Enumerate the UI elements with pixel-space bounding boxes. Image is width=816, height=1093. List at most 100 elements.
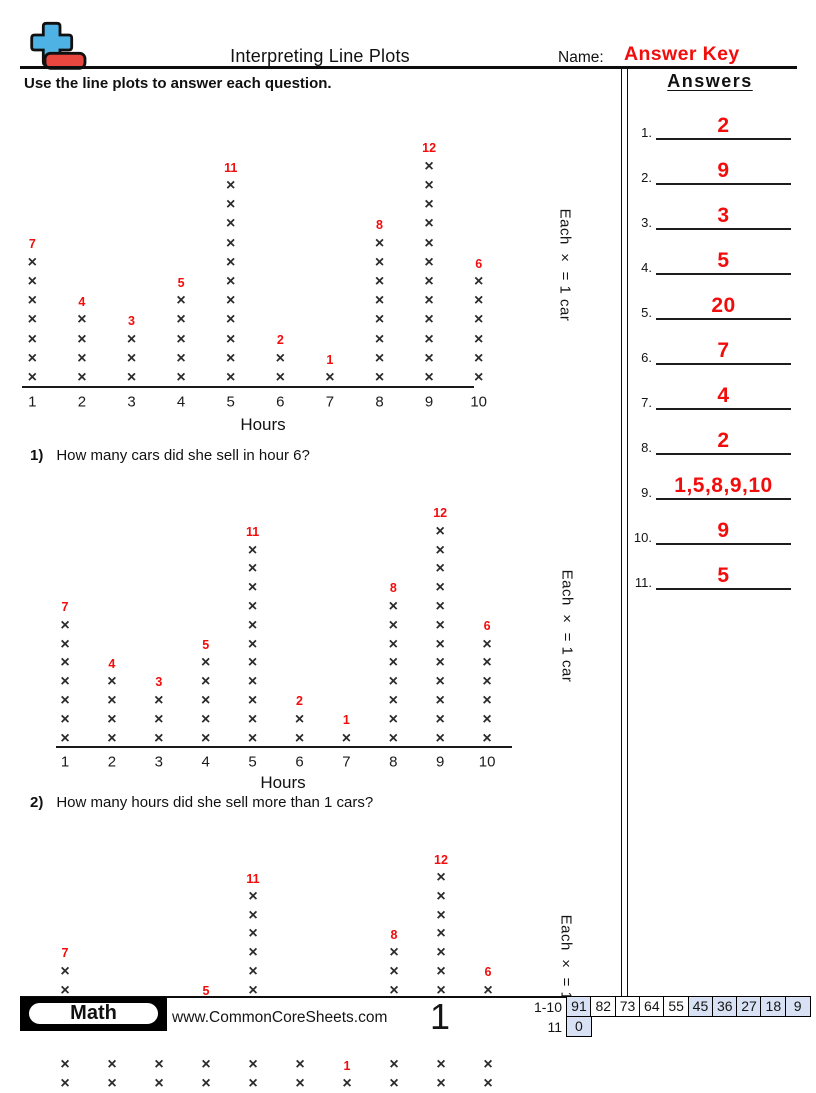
answer-value: 2 — [717, 114, 730, 138]
x-mark: × — [388, 597, 398, 615]
x-mark: × — [248, 981, 258, 999]
x-mark: × — [436, 869, 446, 887]
x-mark: × — [374, 253, 385, 271]
x-mark: × — [294, 710, 305, 728]
x-tick-label: 9 — [436, 753, 445, 771]
x-tick-label: 10 — [478, 753, 496, 771]
x-mark: × — [248, 1056, 258, 1074]
count-label: 12 — [433, 506, 448, 521]
x-mark: × — [435, 654, 445, 672]
x-mark: × — [226, 273, 236, 290]
x-mark: × — [388, 673, 398, 691]
count-label: 12 — [422, 141, 437, 156]
x-tick-label: 8 — [375, 393, 384, 411]
x-mark: × — [247, 654, 258, 672]
count-label: 2 — [296, 694, 303, 709]
x-mark: × — [60, 1075, 70, 1092]
count-label: 8 — [390, 927, 398, 942]
header-divider — [20, 66, 797, 69]
answer-number: 2. — [641, 170, 652, 186]
x-mark: × — [226, 349, 236, 367]
x-mark: × — [388, 654, 398, 672]
x-mark: × — [474, 292, 484, 310]
answer-underline — [656, 498, 791, 500]
answer-value: 2 — [717, 429, 730, 453]
x-mark: × — [247, 579, 258, 597]
x-mark: × — [77, 330, 87, 348]
x-tick-label: 5 — [248, 753, 257, 771]
x-mark: × — [424, 330, 434, 348]
score-cell: 9 — [784, 996, 811, 1018]
count-label: 7 — [61, 946, 69, 961]
x-mark: × — [474, 330, 484, 348]
count-label: 11 — [245, 525, 260, 539]
x-mark: × — [201, 673, 211, 691]
x-mark: × — [201, 654, 211, 672]
x-mark: × — [77, 311, 87, 329]
x-tick-label: 2 — [107, 753, 117, 771]
x-mark: × — [176, 311, 186, 329]
x-mark: × — [248, 906, 258, 924]
x-tick-label: 5 — [226, 393, 235, 411]
x-mark: × — [77, 349, 87, 367]
answer-underline — [656, 408, 791, 410]
x-mark: × — [60, 654, 70, 672]
x-mark: × — [424, 311, 434, 329]
question-1-number: 1) — [30, 447, 44, 464]
x-mark: × — [247, 635, 258, 653]
score-cell: 27 — [736, 996, 762, 1018]
x-mark: × — [226, 177, 236, 194]
count-label: 1 — [342, 713, 350, 727]
question-2: 2) How many hours did she sell more than… — [30, 794, 373, 811]
answer-number: 10. — [633, 530, 652, 546]
answers-heading: Answers — [667, 71, 753, 91]
x-mark: × — [483, 981, 493, 999]
x-mark: × — [201, 691, 211, 709]
score-cell: 55 — [663, 996, 690, 1018]
x-mark: × — [295, 1075, 305, 1092]
x-mark: × — [374, 369, 385, 386]
x-mark: × — [424, 349, 434, 367]
count-label: 12 — [434, 852, 448, 867]
answer-number: 8. — [641, 440, 652, 456]
x-mark: × — [342, 1075, 352, 1092]
x-tick-label: 3 — [154, 753, 163, 771]
x-mark: × — [107, 1056, 117, 1074]
score-cell: 0 — [566, 1015, 592, 1038]
x-mark: × — [60, 981, 70, 999]
x-mark: × — [389, 944, 399, 962]
count-label: 5 — [202, 637, 210, 652]
x-mark: × — [374, 292, 385, 310]
x-mark: × — [436, 925, 446, 943]
subject-badge: Math — [27, 1001, 160, 1026]
answer-value: 5 — [717, 249, 730, 273]
answer-number: 9. — [641, 485, 652, 501]
x-mark: × — [374, 234, 385, 252]
x-mark: × — [424, 177, 434, 194]
x-mark: × — [60, 635, 70, 653]
x-tick-label: 2 — [77, 393, 87, 411]
x-mark: × — [247, 616, 258, 634]
score-row-label: 1-10 — [533, 998, 562, 1015]
x-mark: × — [275, 369, 285, 386]
count-label: 11 — [246, 871, 260, 886]
x-mark: × — [201, 1075, 211, 1092]
x-mark: × — [176, 292, 186, 310]
x-mark: × — [388, 691, 398, 709]
x-tick-label: 7 — [325, 393, 335, 411]
x-mark: × — [226, 330, 236, 348]
answer-underline — [656, 363, 791, 365]
x-tick-label: 1 — [60, 753, 70, 771]
x-mark: × — [247, 673, 258, 691]
x-mark: × — [247, 597, 258, 615]
count-label: 4 — [78, 294, 86, 309]
x-tick-label: 7 — [342, 753, 351, 771]
x-mark: × — [126, 349, 137, 367]
question-1-text: How many cars did she sell in hour 6? — [56, 447, 310, 464]
x-mark: × — [60, 962, 70, 980]
x-mark: × — [154, 710, 164, 728]
answer-value: 9 — [717, 519, 730, 543]
x-mark: × — [27, 369, 37, 386]
x-mark: × — [482, 729, 492, 747]
answer-number: 4. — [641, 260, 652, 276]
